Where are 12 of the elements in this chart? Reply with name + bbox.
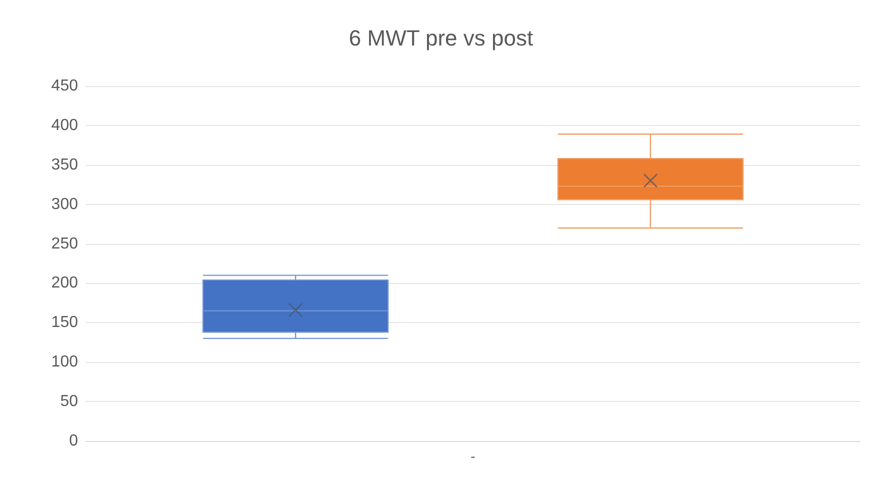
y-tick-label: 400 xyxy=(51,116,78,134)
y-tick-label: 450 xyxy=(51,78,78,94)
y-tick-label: 300 xyxy=(51,196,78,213)
y-tick-label: 0 xyxy=(69,432,78,450)
y-tick-label: 100 xyxy=(51,354,78,371)
y-tick-label: 250 xyxy=(51,235,78,252)
chart-title: 6 MWT pre vs post xyxy=(348,26,534,50)
y-tick-label: 200 xyxy=(51,274,78,292)
y-tick-label: 50 xyxy=(60,393,78,410)
y-tick-label: 150 xyxy=(51,314,78,332)
y-tick-label: 350 xyxy=(51,156,78,174)
x-tick-label: - xyxy=(470,448,476,464)
